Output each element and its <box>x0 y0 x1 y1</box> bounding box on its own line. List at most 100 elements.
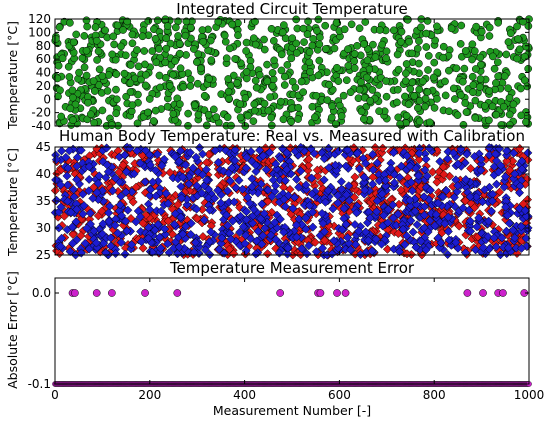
data-point <box>520 205 530 216</box>
data-point <box>135 212 145 222</box>
data-point <box>483 232 493 242</box>
data-point <box>333 289 341 297</box>
data-point <box>210 193 220 203</box>
data-point <box>148 47 157 55</box>
data-point <box>66 18 74 27</box>
data-point <box>314 71 323 80</box>
data-point <box>468 55 476 64</box>
data-point <box>401 77 410 85</box>
data-point <box>112 95 121 104</box>
data-point <box>249 34 258 43</box>
data-point <box>414 104 422 112</box>
data-point <box>200 245 210 255</box>
data-point <box>307 207 318 217</box>
data-point <box>504 38 513 46</box>
data-point <box>148 177 158 187</box>
data-point <box>436 238 446 248</box>
data-point <box>292 232 302 242</box>
data-point <box>141 71 150 79</box>
data-point <box>394 65 403 74</box>
data-point <box>469 88 477 97</box>
data-point <box>377 189 387 199</box>
y-axis-label: Temperature [°C] <box>5 148 20 257</box>
data-point <box>214 244 224 254</box>
data-point <box>56 241 66 251</box>
data-point <box>101 26 110 35</box>
data-point <box>361 227 371 237</box>
data-point <box>379 210 389 221</box>
data-point <box>249 117 258 126</box>
data-point <box>485 32 494 40</box>
data-point <box>266 230 276 240</box>
y-tick-label: 80 <box>36 39 51 53</box>
y-tick-label: 40 <box>36 66 51 80</box>
data-point <box>350 219 360 230</box>
data-point <box>421 94 430 103</box>
data-point <box>423 88 432 96</box>
data-point <box>418 77 427 86</box>
data-point <box>51 155 61 165</box>
data-point <box>441 91 450 100</box>
data-point <box>225 94 233 103</box>
data-point <box>344 61 353 70</box>
data-point <box>214 17 223 26</box>
data-point <box>288 203 298 214</box>
data-point <box>216 198 226 208</box>
data-point <box>471 192 481 202</box>
data-point <box>72 30 81 39</box>
data-point <box>200 91 209 100</box>
data-point <box>152 149 162 159</box>
data-point <box>225 176 235 186</box>
data-point <box>480 185 490 195</box>
data-point <box>350 172 360 182</box>
data-point <box>380 175 391 186</box>
data-point <box>120 249 130 259</box>
data-point <box>503 243 513 253</box>
data-point <box>179 83 188 91</box>
data-point <box>355 249 366 260</box>
data-point <box>411 242 421 252</box>
data-point <box>128 197 138 207</box>
data-point <box>129 169 139 179</box>
data-point <box>439 169 449 180</box>
data-point <box>514 204 525 214</box>
data-point <box>461 47 470 55</box>
data-point <box>453 181 463 191</box>
data-point <box>402 249 412 259</box>
data-point <box>508 225 518 235</box>
data-point <box>468 72 477 81</box>
data-point <box>251 249 261 259</box>
data-point <box>199 37 207 46</box>
x-ticks: 0 200 400 600 800 1000 <box>51 278 544 402</box>
data-point <box>504 84 512 93</box>
data-point <box>160 224 170 234</box>
data-point <box>189 247 199 257</box>
chart-title: Integrated Circuit Temperature <box>176 0 407 18</box>
y-tick-label: 100 <box>28 25 51 39</box>
data-point <box>103 167 113 177</box>
data-point <box>195 143 205 153</box>
data-point <box>131 217 141 227</box>
data-point <box>319 175 329 185</box>
data-point <box>52 35 60 43</box>
data-point <box>121 216 131 226</box>
data-point <box>153 16 162 25</box>
data-point <box>440 219 450 229</box>
data-point <box>287 117 295 126</box>
data-point <box>305 201 315 211</box>
data-point <box>71 289 79 297</box>
data-point <box>334 77 343 85</box>
data-point <box>82 71 91 80</box>
data-point <box>182 51 190 59</box>
data-point <box>204 110 213 119</box>
data-point <box>107 121 116 130</box>
data-point <box>492 179 502 189</box>
data-point <box>61 152 71 162</box>
data-point <box>311 247 321 257</box>
data-point <box>453 111 462 119</box>
data-point <box>174 32 182 40</box>
data-point <box>443 249 453 260</box>
data-point <box>368 149 378 159</box>
